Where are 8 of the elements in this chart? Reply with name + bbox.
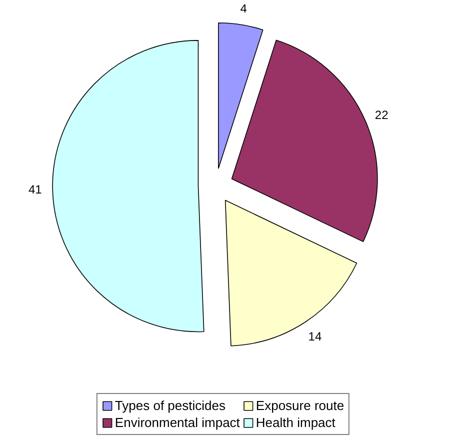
legend-label: Health impact: [256, 415, 336, 430]
legend-label: Exposure route: [256, 398, 344, 413]
data-label: 14: [308, 329, 322, 344]
legend-label: Types of pesticides: [114, 398, 226, 413]
data-label: 41: [28, 182, 42, 197]
legend-label: Environmental impact: [114, 415, 240, 430]
data-label: 22: [374, 108, 389, 122]
data-label: 4: [240, 2, 248, 16]
